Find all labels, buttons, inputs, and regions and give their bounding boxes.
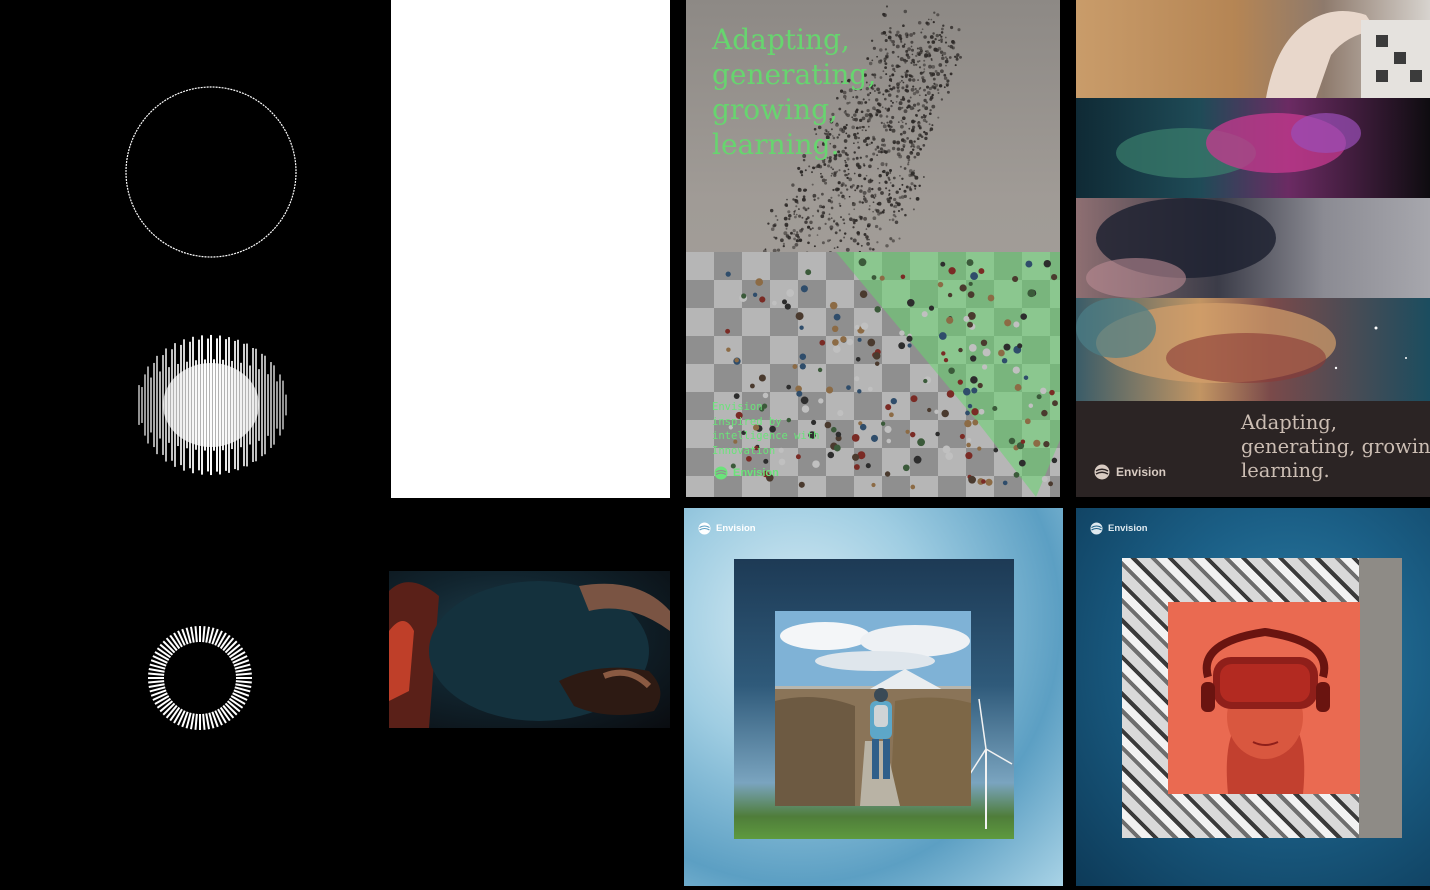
- wind-turbine-illustration: [969, 698, 1013, 829]
- murmuration-cloud: [762, 5, 962, 272]
- poster-headline-line: learning.: [712, 128, 840, 161]
- collage-headline-line: learning.: [1241, 459, 1330, 482]
- envision-logo-icon: [698, 522, 711, 535]
- envision-logo-icon: [714, 466, 728, 480]
- gray-band: [1359, 558, 1402, 838]
- white-panel: [391, 0, 670, 498]
- strip-headline: Adapting, generating, growing learning. …: [1076, 401, 1430, 497]
- ocean-frame-vr: Envision: [1076, 508, 1430, 886]
- collage-headline-line: generating, growing: [1241, 435, 1430, 458]
- circle-outline-icon: [125, 86, 297, 258]
- poster-headline-line: generating,: [712, 58, 877, 91]
- hiker-illustration: [775, 611, 971, 806]
- envision-logo-icon: [1094, 464, 1110, 480]
- poster-artwork: [686, 5, 1060, 497]
- particles-illustration: [1116, 113, 1361, 178]
- collage-brand-logo: Envision: [1094, 464, 1166, 480]
- collage-brand-label: Envision: [1116, 465, 1167, 479]
- photo-person-illustration: [389, 581, 670, 728]
- gray-particles-illustration: [1086, 198, 1276, 298]
- poster-tagline: Envision inspired by intelligence with I…: [712, 400, 832, 458]
- collage-headline-line: Adapting,: [1241, 411, 1337, 434]
- crowd: [725, 258, 1058, 490]
- poster-tagline-line: Innovation: [712, 444, 776, 457]
- poster-tagline-line: intelligence with: [712, 430, 820, 442]
- ocean-brand-label: Envision: [1108, 523, 1148, 534]
- ice-frame-landscape: Envision: [684, 508, 1063, 886]
- poster-headline-line: Adapting,: [712, 23, 850, 56]
- envision-logo-icon: [1090, 522, 1103, 535]
- collage-headline: Adapting, generating, growing learning.: [1241, 411, 1430, 483]
- poster-headline-line: growing,: [712, 93, 838, 126]
- photo-person-dark: [389, 571, 670, 728]
- vr-headset-illustration: [1201, 627, 1330, 794]
- hand-illustration: [1266, 11, 1430, 98]
- poster-tagline-line: Envision: [712, 401, 763, 413]
- strip-nebula: [1076, 298, 1430, 401]
- poster-brand-label: Envision: [733, 467, 779, 479]
- vr-headset-photo: [1168, 602, 1360, 794]
- radial-ring-icon: [148, 626, 252, 730]
- poster-adapting: Adapting, generating, growing, learning.…: [686, 0, 1060, 497]
- strip-hand-device: [1076, 0, 1430, 98]
- ice-brand-label: Envision: [716, 523, 756, 534]
- strip-color-particles: [1076, 98, 1430, 198]
- collage-adapting: Adapting, generating, growing learning. …: [1076, 0, 1430, 497]
- pixel-circle-icon: [138, 334, 287, 476]
- ocean-brand-logo: Envision: [1090, 522, 1148, 535]
- black-motif-panel: [0, 0, 390, 890]
- motif-canvas: [125, 86, 297, 730]
- poster-headline: Adapting, generating, growing, learning.: [712, 22, 952, 162]
- strip-gray-particles: [1076, 198, 1430, 298]
- ice-brand-logo: Envision: [698, 522, 756, 535]
- nebula-illustration: [1076, 298, 1407, 383]
- poster-brand-logo: Envision: [714, 466, 779, 480]
- poster-tagline-line: inspired by: [712, 415, 782, 428]
- hiker-photo: [775, 611, 971, 806]
